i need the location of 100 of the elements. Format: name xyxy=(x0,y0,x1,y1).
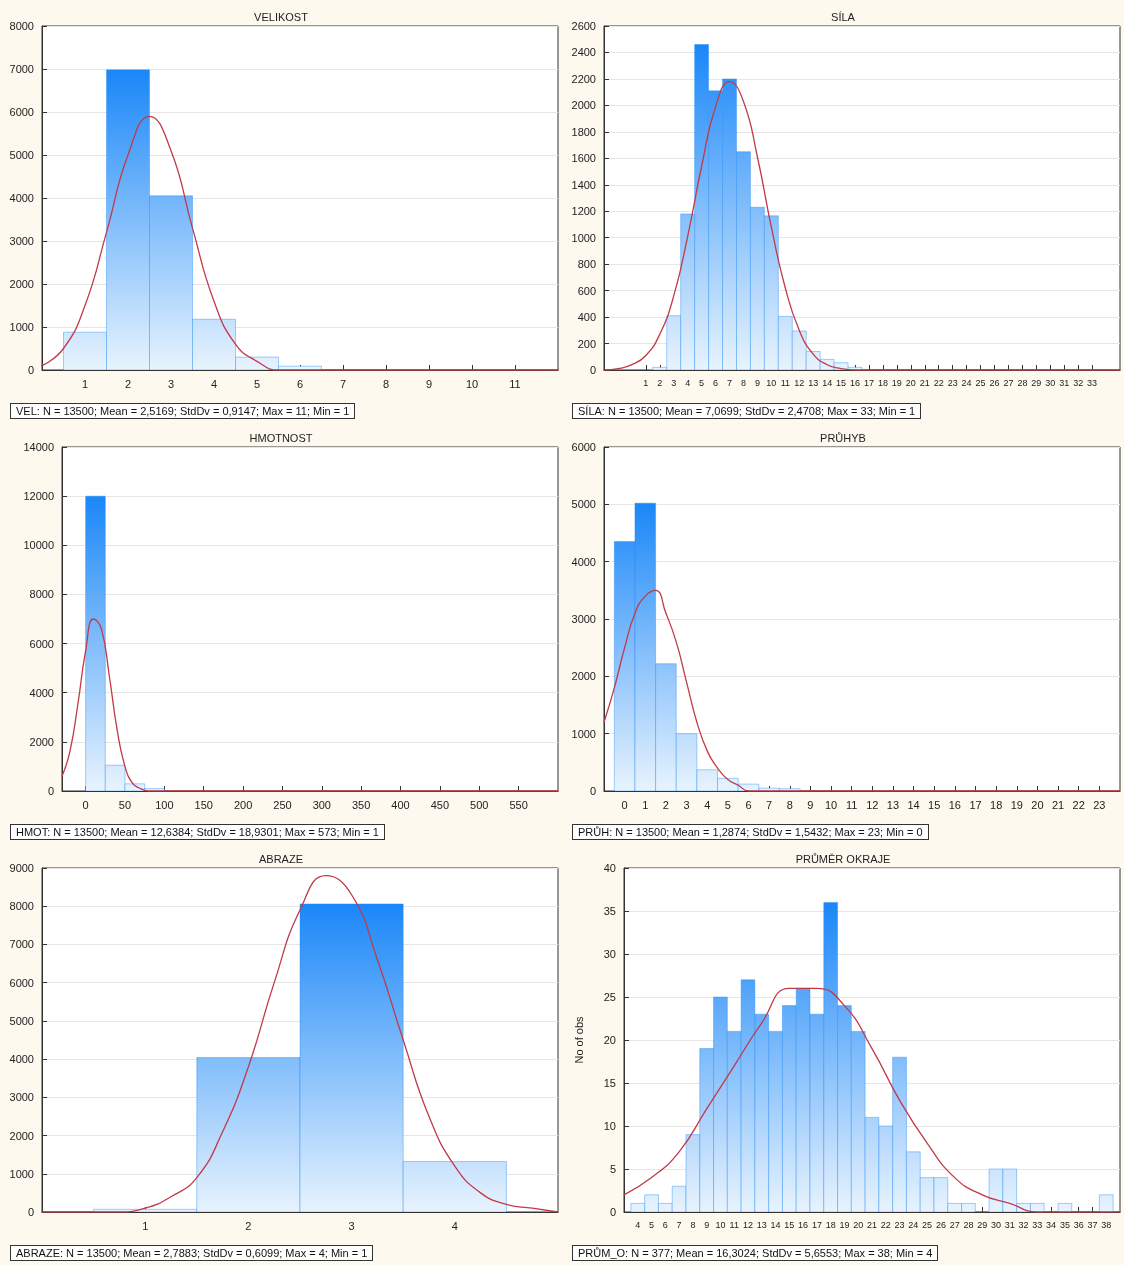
y-tick-label: 20 xyxy=(603,1034,616,1046)
y-tick-label: 7000 xyxy=(9,938,34,951)
x-tick-label: 2 xyxy=(124,377,132,390)
x-tick-label: 16 xyxy=(850,377,861,388)
y-tick-label: 0 xyxy=(27,364,34,376)
x-tick-label: 10 xyxy=(766,377,777,388)
y-tick-label: 25 xyxy=(603,991,616,1003)
y-tick-label: 2600 xyxy=(571,20,596,32)
y-tick-label: 40 xyxy=(603,862,616,874)
x-tick-label: 18 xyxy=(825,1219,836,1230)
x-tick-label: 11 xyxy=(845,798,858,811)
y-tick-label: 8000 xyxy=(9,900,34,913)
x-tick-label: 300 xyxy=(312,798,331,811)
y-tick-label: 2000 xyxy=(9,278,34,290)
y-tick-label: 3000 xyxy=(571,613,596,625)
x-tick-label: 9 xyxy=(754,377,760,388)
y-tick-label: 15 xyxy=(603,1077,616,1089)
text: ABRAZE: N = 13500; Mean = 2,7883; StdDv = 0,6099; Max = 4; Min = 1 xyxy=(10,1245,374,1261)
y-tick-label: 1000 xyxy=(9,321,34,333)
x-tick-label: 38 xyxy=(1101,1219,1112,1230)
x-tick-label: 27 xyxy=(1003,377,1014,388)
text: PRŮM_O: N = 377; Mean = 16,3024; StdDv = 5,6553; Max = 38; Min = 4 xyxy=(572,1245,939,1261)
x-tick-label: 4 xyxy=(451,1219,458,1232)
x-tick-label: 8 xyxy=(690,1219,696,1230)
y-tick-label: 4000 xyxy=(9,192,34,204)
y-tick-label: 7000 xyxy=(9,63,34,75)
x-tick-label: 34 xyxy=(1046,1219,1057,1230)
x-tick-label: 400 xyxy=(391,798,410,811)
x-tick-label: 20 xyxy=(1031,798,1044,811)
x-tick-label: 150 xyxy=(194,798,213,811)
x-tick-label: 17 xyxy=(811,1219,822,1230)
x-tick-label: 16 xyxy=(798,1219,809,1230)
y-tick-label: 3000 xyxy=(9,1091,34,1104)
x-tick-label: 1 xyxy=(81,377,89,390)
x-tick-label: 20 xyxy=(853,1219,864,1230)
x-tick-label: 4 xyxy=(704,798,711,811)
x-tick-label: 3 xyxy=(671,377,677,388)
y-tick-label: 3000 xyxy=(9,235,34,247)
x-tick-label: 14 xyxy=(907,798,920,811)
y-tick-label: 5000 xyxy=(9,1014,34,1027)
chart-title: VELIKOST xyxy=(254,10,309,23)
x-tick-label: 3 xyxy=(683,798,690,811)
y-axis-title: No of obs xyxy=(572,1015,585,1064)
x-tick-label: 33 xyxy=(1087,377,1098,388)
x-tick-label: 23 xyxy=(947,377,958,388)
y-tick-label: 10000 xyxy=(23,539,54,552)
x-tick-label: 5 xyxy=(253,377,261,390)
x-tick-label: 11 xyxy=(729,1219,739,1230)
x-tick-label: 7 xyxy=(766,798,773,811)
x-tick-label: 12 xyxy=(794,377,805,388)
y-tick-label: 10 xyxy=(603,1120,616,1132)
y-tick-label: 2000 xyxy=(9,1129,34,1142)
x-tick-label: 7 xyxy=(727,377,733,388)
x-tick-label: 18 xyxy=(990,798,1003,811)
y-tick-label: 9000 xyxy=(9,862,34,874)
text: VEL: N = 13500; Mean = 2,5169; StdDv = 0,9147; Max = 11; Min = 1 xyxy=(10,403,356,419)
x-tick-label: 22 xyxy=(880,1219,891,1230)
x-tick-label: 7 xyxy=(339,377,347,390)
x-tick-label: 450 xyxy=(430,798,450,811)
x-tick-label: 22 xyxy=(933,377,944,388)
x-tick-label: 29 xyxy=(1031,377,1042,388)
x-tick-label: 24 xyxy=(961,377,972,388)
x-tick-label: 250 xyxy=(273,798,292,811)
x-tick-label: 25 xyxy=(922,1219,933,1230)
x-tick-label: 32 xyxy=(1073,377,1084,388)
y-tick-label: 1000 xyxy=(9,1167,34,1180)
y-tick-label: 30 xyxy=(603,948,616,960)
x-tick-label: 36 xyxy=(1073,1219,1084,1230)
x-tick-label: 21 xyxy=(1051,798,1065,811)
x-tick-label: 28 xyxy=(1017,377,1028,388)
chart-title: SÍLA xyxy=(831,10,856,23)
x-tick-label: 6 xyxy=(713,377,719,388)
x-tick-label: 9 xyxy=(704,1219,710,1230)
y-tick-label: 12000 xyxy=(23,490,54,503)
y-tick-label: 200 xyxy=(577,337,596,350)
x-tick-label: 30 xyxy=(1045,377,1056,388)
x-tick-label: 350 xyxy=(351,798,371,811)
x-tick-label: 30 xyxy=(990,1219,1002,1230)
y-tick-label: 1600 xyxy=(571,152,596,165)
x-tick-label: 23 xyxy=(894,1219,905,1230)
x-tick-label: 33 xyxy=(1032,1219,1043,1230)
text: SÍLA: N = 13500; Mean = 7,0699; StdDv = 2,4708; Max = 33; Min = 1 xyxy=(572,403,922,419)
x-tick-label: 0 xyxy=(621,798,628,811)
x-tick-label: 19 xyxy=(1010,798,1023,811)
y-tick-label: 5000 xyxy=(571,498,596,511)
x-tick-label: 31 xyxy=(1059,377,1070,388)
x-tick-label: 17 xyxy=(969,798,982,811)
x-tick-label: 1 xyxy=(642,798,649,811)
x-tick-label: 21 xyxy=(919,377,930,388)
x-tick-label: 12 xyxy=(742,1219,754,1230)
y-tick-label: 2400 xyxy=(571,46,596,59)
x-tick-label: 20 xyxy=(905,377,916,388)
x-tick-label: 14 xyxy=(770,1219,781,1230)
x-tick-label: 5 xyxy=(699,377,705,388)
y-tick-label: 1800 xyxy=(571,125,596,138)
y-tick-label: 1000 xyxy=(571,727,596,740)
x-tick-label: 2 xyxy=(245,1219,252,1232)
chart-title: HMOTNOST xyxy=(249,431,313,444)
chart-title: ABRAZE xyxy=(258,852,304,865)
x-tick-label: 2 xyxy=(662,798,669,811)
